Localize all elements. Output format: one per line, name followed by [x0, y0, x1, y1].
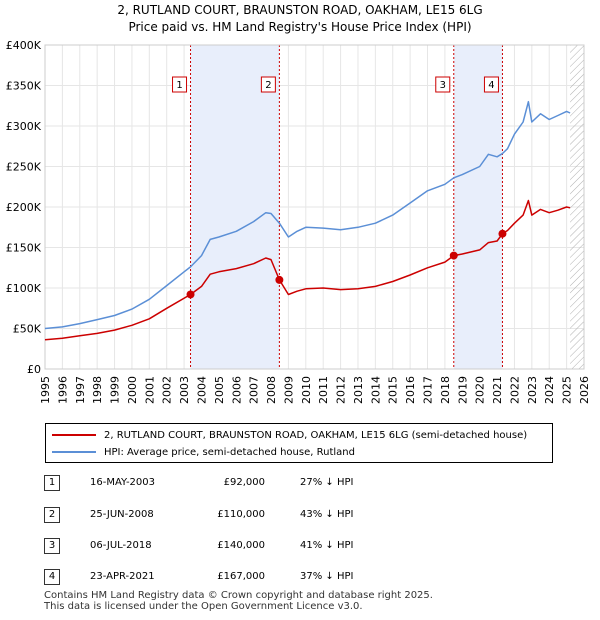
x-tick-label: 2014 [369, 376, 382, 404]
x-tick-label: 2010 [300, 376, 313, 404]
sale-date: 06-JUL-2018 [90, 540, 152, 551]
sale-marker-point [275, 275, 284, 284]
sale-hpi-diff: 41% ↓ HPI [300, 540, 354, 551]
chart-legend: 2, RUTLAND COURT, BRAUNSTON ROAD, OAKHAM… [45, 423, 553, 463]
sale-date: 23-APR-2021 [90, 571, 155, 582]
sale-marker-point [186, 290, 195, 299]
x-tick-label: 2017 [422, 376, 435, 404]
sale-label-box [260, 76, 276, 93]
sale-price: £92,000 [223, 477, 265, 488]
x-tick-label: 2000 [126, 376, 139, 404]
x-tick-label: 2018 [439, 376, 452, 404]
legend-swatch-property [52, 434, 96, 436]
sale-label-number: 4 [488, 80, 494, 91]
x-tick-label: 2015 [387, 376, 400, 404]
x-tick-label: 2024 [543, 376, 556, 404]
legend-label-hpi: HPI: Average price, semi-detached house,… [104, 446, 355, 458]
sale-hpi-diff: 43% ↓ HPI [300, 509, 354, 520]
chart-title-line-1: 2, RUTLAND COURT, BRAUNSTON ROAD, OAKHAM… [117, 3, 483, 17]
x-tick-label: 2012 [335, 376, 348, 404]
x-tick-label: 1998 [91, 376, 104, 404]
x-tick-label: 2019 [456, 376, 469, 404]
footer-copyright: Contains HM Land Registry data © Crown c… [44, 590, 433, 601]
sale-price: £110,000 [217, 509, 265, 520]
x-tick-label: 2005 [213, 376, 226, 404]
sale-row: 4 23-APR-2021 £167,000 37% ↓ HPI [0, 567, 600, 587]
legend-swatch-hpi [52, 451, 96, 453]
sale-label-number: 1 [176, 80, 182, 91]
ownership-period-shade [190, 45, 280, 369]
x-tick-label: 2023 [526, 376, 539, 404]
x-tick-label: 1999 [109, 376, 122, 404]
x-tick-label: 1995 [39, 376, 52, 404]
sale-hpi-diff: 27% ↓ HPI [300, 477, 354, 488]
legend-label-property: 2, RUTLAND COURT, BRAUNSTON ROAD, OAKHAM… [104, 429, 528, 441]
sale-row: 3 06-JUL-2018 £140,000 41% ↓ HPI [0, 536, 600, 556]
property-series-line [44, 199, 571, 341]
price-chart: £0 £50K £100K £150K £200K £250K £300K £350K £400… [6, 39, 591, 404]
sale-price: £140,000 [217, 540, 265, 551]
sale-label-box [435, 76, 451, 93]
chart-title-line-2: Price paid vs. HM Land Registry's House … [128, 20, 472, 34]
sale-label-box [483, 76, 499, 93]
x-tick-label: 2011 [317, 376, 330, 404]
x-tick-label: 2004 [195, 376, 208, 404]
sale-date: 25-JUN-2008 [90, 509, 154, 520]
sale-label-box [172, 76, 188, 93]
legend-entry-property: 2, RUTLAND COURT, BRAUNSTON ROAD, OAKHAM… [46, 427, 527, 443]
sale-hpi-diff: 37% ↓ HPI [300, 571, 354, 582]
y-tick-label: £400K [6, 39, 42, 52]
sale-label-number: 2 [265, 80, 271, 91]
forecast-hatch [570, 45, 584, 369]
sale-date: 16-MAY-2003 [90, 477, 156, 488]
x-tick-label: 2022 [508, 376, 521, 404]
sale-number-badge: 1 [44, 475, 60, 491]
y-tick-label: £150K [6, 242, 42, 255]
sale-row: 2 25-JUN-2008 £110,000 43% ↓ HPI [0, 505, 600, 525]
x-tick-label: 2002 [161, 376, 174, 404]
sale-number-badge: 4 [44, 569, 60, 585]
y-tick-label: £200K [6, 201, 42, 214]
y-tick-label: £100K [6, 282, 42, 295]
ownership-period-shade [453, 45, 503, 369]
x-tick-label: 2001 [143, 376, 156, 404]
x-tick-label: 2003 [178, 376, 191, 404]
footer-licence: This data is licensed under the Open Gov… [44, 601, 363, 612]
x-tick-label: 2007 [248, 376, 261, 404]
x-tick-label: 2021 [491, 376, 504, 404]
sale-label-number: 3 [440, 80, 446, 91]
sale-number-badge: 2 [44, 507, 60, 523]
x-tick-label: 2020 [474, 376, 487, 404]
x-tick-label: 2016 [404, 376, 417, 404]
sale-row: 1 16-MAY-2003 £92,000 27% ↓ HPI [0, 473, 600, 493]
legend-entry-hpi: HPI: Average price, semi-detached house,… [46, 444, 355, 460]
sale-marker-point [449, 251, 458, 260]
x-tick-label: 2006 [230, 376, 243, 404]
sale-price: £167,000 [217, 571, 265, 582]
y-tick-label: £250K [6, 161, 42, 174]
x-tick-label: 1997 [74, 376, 87, 404]
x-tick-label: 2013 [352, 376, 365, 404]
y-tick-label: £50K [13, 323, 42, 336]
hpi-series-line [44, 100, 571, 330]
sale-number-badge: 3 [44, 538, 60, 554]
x-tick-label: 2026 [578, 376, 591, 404]
x-tick-label: 2008 [265, 376, 278, 404]
y-tick-label: £0 [27, 363, 41, 376]
x-tick-label: 1996 [56, 376, 69, 404]
y-tick-label: £350K [6, 80, 42, 93]
y-tick-label: £300K [6, 120, 42, 133]
x-tick-label: 2009 [282, 376, 295, 404]
sale-marker-point [498, 229, 507, 238]
plot-border [44, 44, 585, 370]
x-tick-label: 2025 [561, 376, 574, 404]
